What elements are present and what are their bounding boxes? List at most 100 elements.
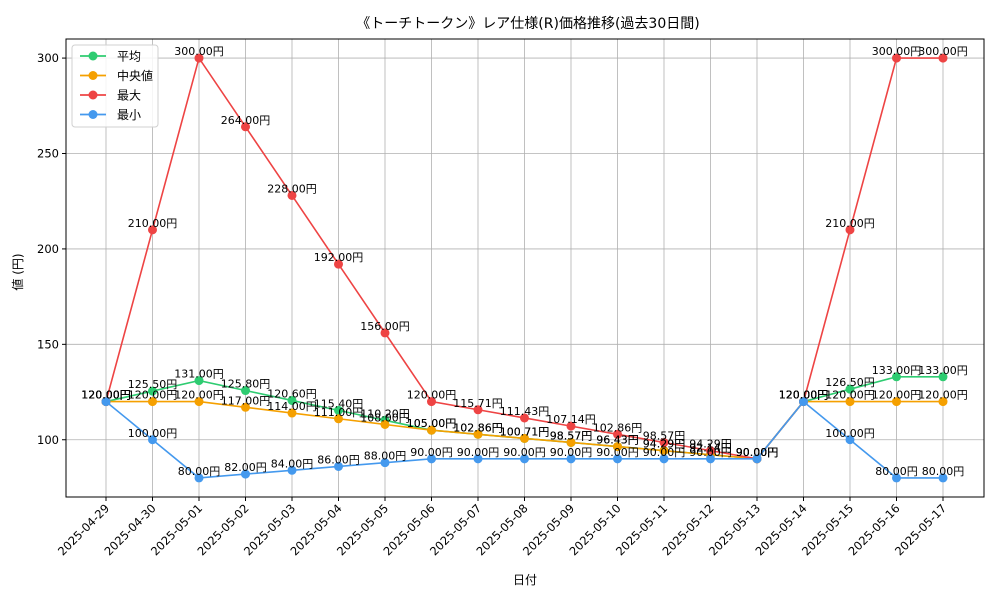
legend-label: 最小 [117, 108, 141, 122]
data-point [659, 454, 669, 464]
y-tick-label: 300 [37, 51, 59, 65]
data-point [613, 454, 622, 464]
data-point [194, 473, 204, 483]
data-label: 90.00円 [643, 446, 686, 459]
data-label: 88.00円 [364, 450, 407, 463]
data-label: 126.50円 [825, 376, 875, 389]
data-label: 117.00円 [221, 394, 271, 407]
data-point [566, 437, 576, 447]
data-label: 100.71円 [500, 425, 550, 438]
legend-marker [88, 71, 98, 80]
data-point [892, 397, 901, 407]
legend-label: 最大 [117, 89, 141, 103]
data-point [427, 454, 436, 464]
data-label: 105.00円 [407, 417, 457, 430]
data-label: 110.20円 [360, 407, 410, 420]
data-point [659, 446, 669, 456]
data-label: 133.00円 [872, 364, 922, 377]
data-label: 100.71円 [500, 425, 550, 438]
data-label: 210.00円 [128, 217, 178, 230]
data-point [334, 259, 343, 269]
data-point [566, 454, 576, 464]
data-label: 120.00円 [779, 389, 829, 402]
data-label: 114.00円 [267, 400, 317, 413]
data-label: 264.00円 [221, 114, 271, 127]
data-point [845, 384, 855, 394]
data-point [845, 397, 855, 407]
data-label: 82.00円 [224, 461, 267, 474]
data-label: 94.29円 [643, 438, 686, 451]
data-label: 111.00円 [314, 406, 364, 419]
data-label: 115.40円 [314, 397, 364, 410]
data-label: 125.80円 [221, 378, 271, 391]
data-point [473, 405, 483, 415]
y-axis-ticks: 100 150 200 250 300 [37, 51, 66, 447]
data-label: 125.50円 [128, 378, 178, 391]
data-label: 120.00円 [825, 389, 875, 402]
data-point [334, 405, 343, 415]
data-label: 192.00円 [314, 251, 364, 264]
legend-marker [88, 110, 98, 119]
data-label: 92.14円 [689, 442, 732, 455]
data-label: 228.00円 [267, 182, 317, 195]
data-label: 90.00円 [503, 446, 546, 459]
data-point [892, 53, 901, 63]
data-point [148, 397, 157, 407]
data-point [520, 433, 529, 443]
chart-title: 《トーチトークン》レア仕様(R)価格推移(過去30日間) [356, 16, 699, 32]
data-point [938, 53, 948, 63]
data-label: 94.29円 [643, 438, 686, 451]
data-label: 98.57円 [643, 429, 686, 442]
data-label: 120.00円 [407, 389, 457, 402]
data-point [752, 454, 762, 464]
data-point [241, 402, 250, 412]
data-label: 120.00円 [779, 389, 829, 402]
data-label: 90.00円 [457, 446, 500, 459]
data-label: 90.00円 [689, 446, 732, 459]
legend-marker [88, 90, 98, 100]
data-point [334, 414, 343, 424]
data-label: 108.00円 [360, 411, 410, 424]
data-label: 96.43円 [596, 434, 639, 447]
data-point [148, 435, 157, 445]
data-label: 120.00円 [81, 389, 131, 402]
data-point [845, 225, 855, 235]
data-point [613, 442, 622, 452]
data-label: 120.00円 [81, 389, 131, 402]
y-tick-label: 250 [37, 147, 59, 161]
data-label: 80.00円 [922, 465, 965, 478]
data-point [287, 190, 297, 200]
data-label: 120.00円 [81, 389, 131, 402]
data-label: 115.71円 [453, 397, 503, 410]
data-label: 300.00円 [918, 45, 968, 58]
x-axis-ticks: 2025-04-292025-04-302025-05-012025-05-02… [55, 497, 949, 558]
data-point [706, 446, 715, 456]
data-point [566, 421, 576, 431]
data-point [659, 437, 669, 447]
data-label: 120.00円 [174, 389, 224, 402]
data-label: 90.00円 [736, 446, 779, 459]
data-point [427, 425, 436, 435]
data-label: 102.86円 [453, 421, 503, 434]
data-label: 105.00円 [407, 417, 457, 430]
legend-marker [88, 51, 98, 61]
data-point [473, 429, 483, 439]
data-label: 80.00円 [875, 465, 918, 478]
data-point [938, 473, 948, 483]
data-label: 120.00円 [128, 389, 178, 402]
data-label: 120.00円 [918, 389, 968, 402]
data-point [241, 386, 250, 396]
y-tick-label: 100 [37, 433, 59, 447]
data-point [520, 413, 529, 423]
data-point [613, 429, 622, 439]
data-label: 120.00円 [779, 389, 829, 402]
data-label: 102.86円 [453, 421, 503, 434]
x-axis-label: 日付 [513, 573, 537, 587]
data-label: 90.00円 [596, 446, 639, 459]
data-point [706, 454, 715, 464]
data-point [845, 435, 855, 445]
data-label: 210.00円 [825, 217, 875, 230]
